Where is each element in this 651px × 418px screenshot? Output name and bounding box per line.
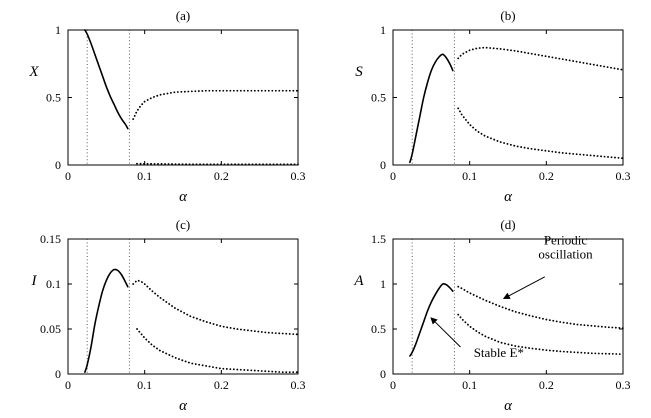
y-tick-label: 0.5 — [371, 91, 386, 105]
y-tick-label: 1 — [380, 277, 386, 291]
periodic-oscillation-annotation-arrow — [502, 276, 546, 300]
y-axis-label: S — [355, 64, 363, 80]
x-tick-label: 0.1 — [137, 378, 152, 392]
y-tick-label: 0 — [55, 367, 61, 381]
x-tick-label: 0.3 — [291, 378, 306, 392]
series-periodic-lower — [457, 313, 624, 356]
x-tick-label: 0.3 — [616, 378, 631, 392]
y-tick-label: 0.5 — [371, 322, 386, 336]
x-axis-label: α — [179, 189, 188, 205]
series-periodic-lower — [136, 328, 299, 374]
x-tick-label: 0 — [65, 378, 71, 392]
periodic-oscillation-annotation: Periodic oscillation — [538, 232, 593, 261]
x-axis-label: α — [179, 398, 188, 414]
x-tick-label: 0.2 — [539, 378, 554, 392]
y-tick-label: 0 — [55, 158, 61, 172]
series-stable-branch — [84, 29, 129, 130]
y-axis-label: X — [28, 64, 39, 80]
chart-d-svg: 0 0.1 0.2 0.3 0 0.5 1 1.5 (d) Aα Periodic oscillati… — [353, 217, 631, 414]
series-periodic-upper — [457, 285, 624, 329]
x-tick-label: 0.1 — [137, 169, 152, 183]
y-tick-label: 0.1 — [46, 277, 61, 291]
y-tick-label: 0.5 — [46, 91, 61, 105]
y-tick-label: 0.05 — [40, 322, 61, 336]
stable-equilibrium-annotation-arrow — [430, 317, 461, 348]
y-tick-label: 0 — [380, 367, 386, 381]
panel-title: (a) — [176, 8, 190, 23]
series-periodic-upper — [132, 89, 299, 120]
axes-box — [67, 29, 299, 166]
chart-c-svg: 0 0.1 0.2 0.3 0 0.05 0.1 0.15 (c) Iα — [31, 217, 306, 414]
panel-title: (b) — [500, 8, 515, 23]
x-tick-label: 0.2 — [214, 378, 229, 392]
chart-a-svg: 0 0.1 0.2 0.3 0 0.5 1 (a) Xα — [28, 8, 306, 205]
panel-title: (c) — [176, 217, 190, 232]
y-tick-label: 0 — [380, 158, 386, 172]
x-tick-label: 0.3 — [616, 169, 631, 183]
x-tick-label: 0 — [390, 169, 396, 183]
x-tick-label: 0 — [390, 378, 396, 392]
x-tick-label: 0 — [65, 169, 71, 183]
x-axis-label: α — [504, 398, 513, 414]
y-tick-label: 1 — [380, 23, 386, 37]
y-tick-label: 1 — [55, 23, 61, 37]
x-axis-label: α — [504, 189, 513, 205]
y-tick-label: 0.15 — [40, 232, 61, 246]
x-tick-label: 0.3 — [291, 169, 306, 183]
series-stable-branch — [84, 268, 129, 373]
series-stable-branch — [409, 282, 454, 357]
series-periodic-upper — [457, 46, 624, 71]
series-stable-branch — [409, 53, 454, 164]
y-tick-label: 1.5 — [371, 232, 386, 246]
stable-equilibrium-annotation: Stable E* — [474, 345, 524, 360]
x-tick-label: 0.2 — [539, 169, 554, 183]
series-periodic-lower — [457, 107, 624, 160]
axes-box — [392, 238, 624, 375]
y-axis-label: A — [353, 273, 364, 289]
series-periodic-lower — [136, 162, 299, 166]
axes-box — [67, 238, 299, 375]
y-axis-label: I — [31, 273, 38, 289]
x-tick-label: 0.1 — [462, 378, 477, 392]
x-tick-label: 0.2 — [214, 169, 229, 183]
panel-title: (d) — [500, 217, 515, 232]
chart-b-svg: 0 0.1 0.2 0.3 0 0.5 1 (b) Sα — [355, 8, 631, 205]
x-tick-label: 0.1 — [462, 169, 477, 183]
series-periodic-upper — [132, 279, 299, 336]
